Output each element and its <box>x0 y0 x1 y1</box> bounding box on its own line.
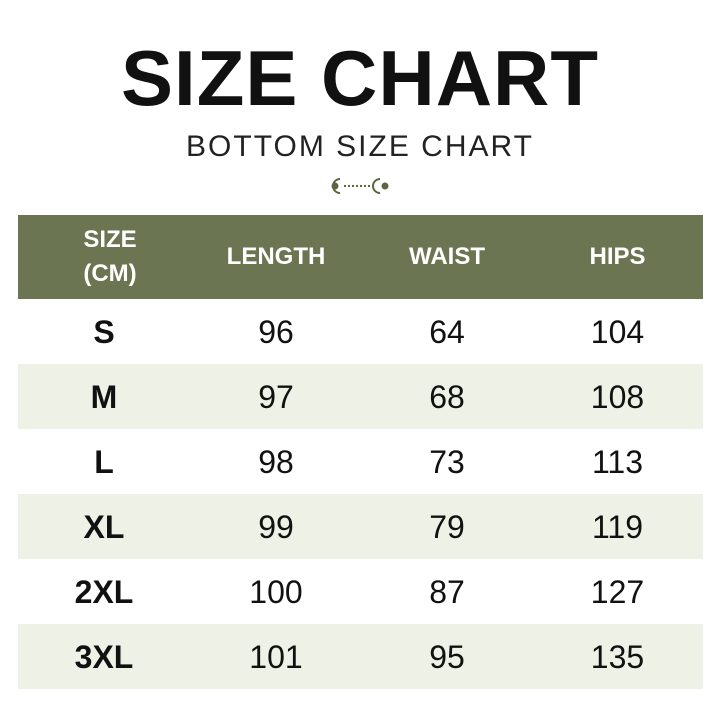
table-row: 2XL 100 87 127 <box>18 559 703 624</box>
size-cell: M <box>90 378 118 415</box>
waist-cell: 95 <box>429 638 465 675</box>
waist-cell: 87 <box>429 573 465 610</box>
page-title: SIZE CHART <box>121 34 599 122</box>
table-row: 3XL 101 95 135 <box>18 624 703 689</box>
length-cell: 101 <box>249 638 303 675</box>
size-table: SIZE (CM) LENGTH LENGTH WAIST HIPS S 96 64… <box>18 215 703 689</box>
length-cell: 97 <box>258 378 294 415</box>
length-cell: 96 <box>258 313 294 350</box>
waist-cell: 79 <box>429 508 465 545</box>
header-hips: HIPS <box>589 243 646 270</box>
table-row: M 97 68 108 <box>18 364 703 429</box>
length-cell: 98 <box>258 443 294 480</box>
hips-cell: 113 <box>591 443 643 480</box>
header-length: LENGTH <box>226 243 326 270</box>
hips-cell: 119 <box>591 508 643 545</box>
length-cell: 100 <box>249 573 303 610</box>
size-cell: 3XL <box>74 638 134 675</box>
length-cell: 99 <box>258 508 294 545</box>
waist-cell: 64 <box>429 313 465 350</box>
page-subtitle: BOTTOM SIZE CHART <box>186 130 534 163</box>
table-header: SIZE (CM) LENGTH LENGTH WAIST HIPS <box>18 215 703 299</box>
waist-cell: 68 <box>429 378 465 415</box>
ornament-divider-icon <box>60 178 660 194</box>
size-cell: 2XL <box>74 573 134 610</box>
hips-cell: 127 <box>590 573 645 610</box>
waist-cell: 73 <box>429 443 465 480</box>
hips-cell: 135 <box>590 638 645 675</box>
size-cell: XL <box>83 508 125 545</box>
table-row: S 96 64 104 <box>18 299 703 364</box>
table-row: L 98 73 113 <box>18 429 703 494</box>
hips-cell: 108 <box>590 378 645 415</box>
header-size: SIZE (CM) <box>83 226 137 287</box>
hips-cell: 104 <box>590 313 645 350</box>
table-row: XL 99 79 119 <box>18 494 703 559</box>
header-waist: WAIST <box>409 243 485 270</box>
size-cell: S <box>93 313 115 350</box>
size-cell: L <box>94 443 114 480</box>
